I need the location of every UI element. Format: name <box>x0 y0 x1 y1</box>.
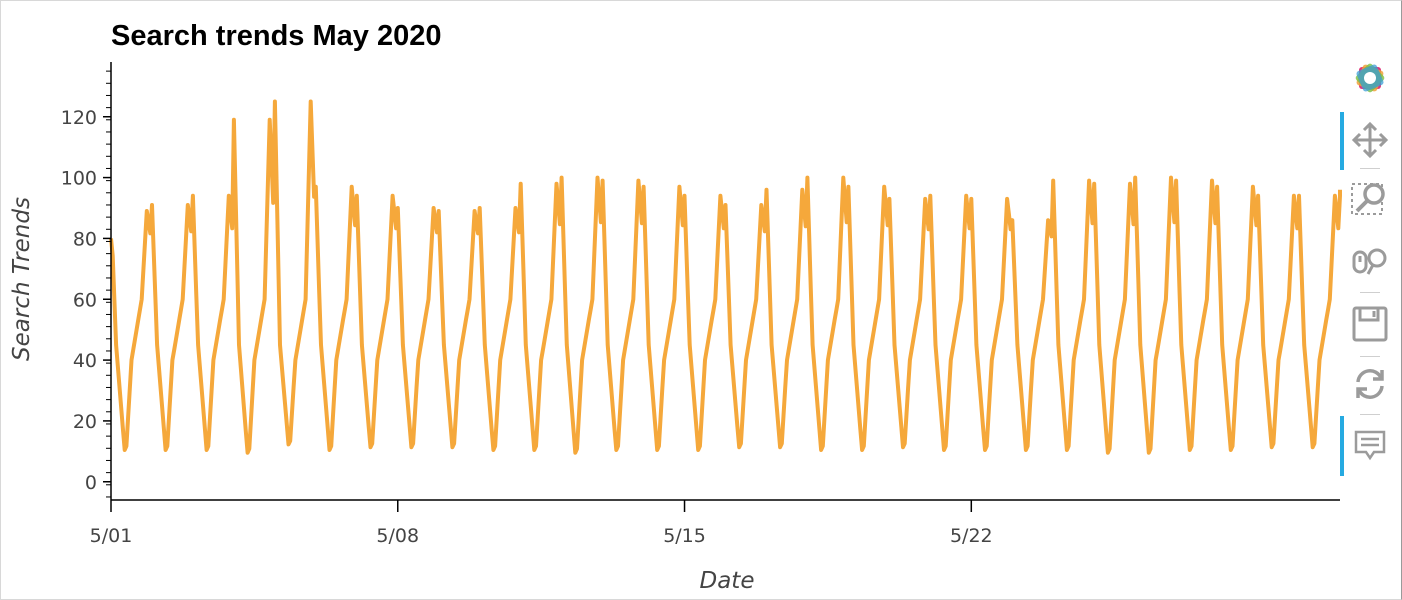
pan-active-indicator <box>1340 112 1344 170</box>
toolbar-divider <box>1360 292 1380 293</box>
search-trends-line <box>109 99 1342 455</box>
box-zoom-icon[interactable] <box>1348 176 1392 220</box>
y-tick-label: 100 <box>61 168 97 190</box>
y-tick-label: 40 <box>73 350 97 372</box>
y-tick-label: 80 <box>73 228 97 250</box>
wheel-zoom-icon[interactable] <box>1348 238 1392 282</box>
x-tick-label: 5/01 <box>90 525 133 547</box>
hover-active-indicator <box>1340 416 1344 476</box>
y-axis-label: Search Trends <box>9 197 35 361</box>
save-icon[interactable] <box>1348 302 1392 346</box>
toolbar-divider <box>1360 414 1380 415</box>
hover-icon[interactable] <box>1348 424 1392 468</box>
y-axis: 0 20 40 60 80 100 120 <box>61 62 112 500</box>
plot-area[interactable] <box>109 99 1342 455</box>
y-tick-label: 120 <box>61 107 97 129</box>
y-tick-label: 60 <box>73 289 97 311</box>
bokeh-logo-icon[interactable] <box>1348 56 1392 100</box>
toolbar-divider <box>1360 168 1380 169</box>
pan-icon[interactable] <box>1348 118 1392 162</box>
chart-title: Search trends May 2020 <box>111 20 441 52</box>
toolbar-divider <box>1360 356 1380 357</box>
x-tick-label: 5/08 <box>376 525 419 547</box>
y-tick-label: 20 <box>73 411 97 433</box>
x-axis: 5/01 5/08 5/15 5/22 <box>90 499 1340 547</box>
x-tick-label: 5/22 <box>950 525 993 547</box>
y-tick-label: 0 <box>85 472 97 494</box>
x-axis-label: Date <box>700 568 755 594</box>
reset-icon[interactable] <box>1348 362 1392 406</box>
x-tick-label: 5/15 <box>663 525 706 547</box>
toolbar <box>1340 56 1402 476</box>
